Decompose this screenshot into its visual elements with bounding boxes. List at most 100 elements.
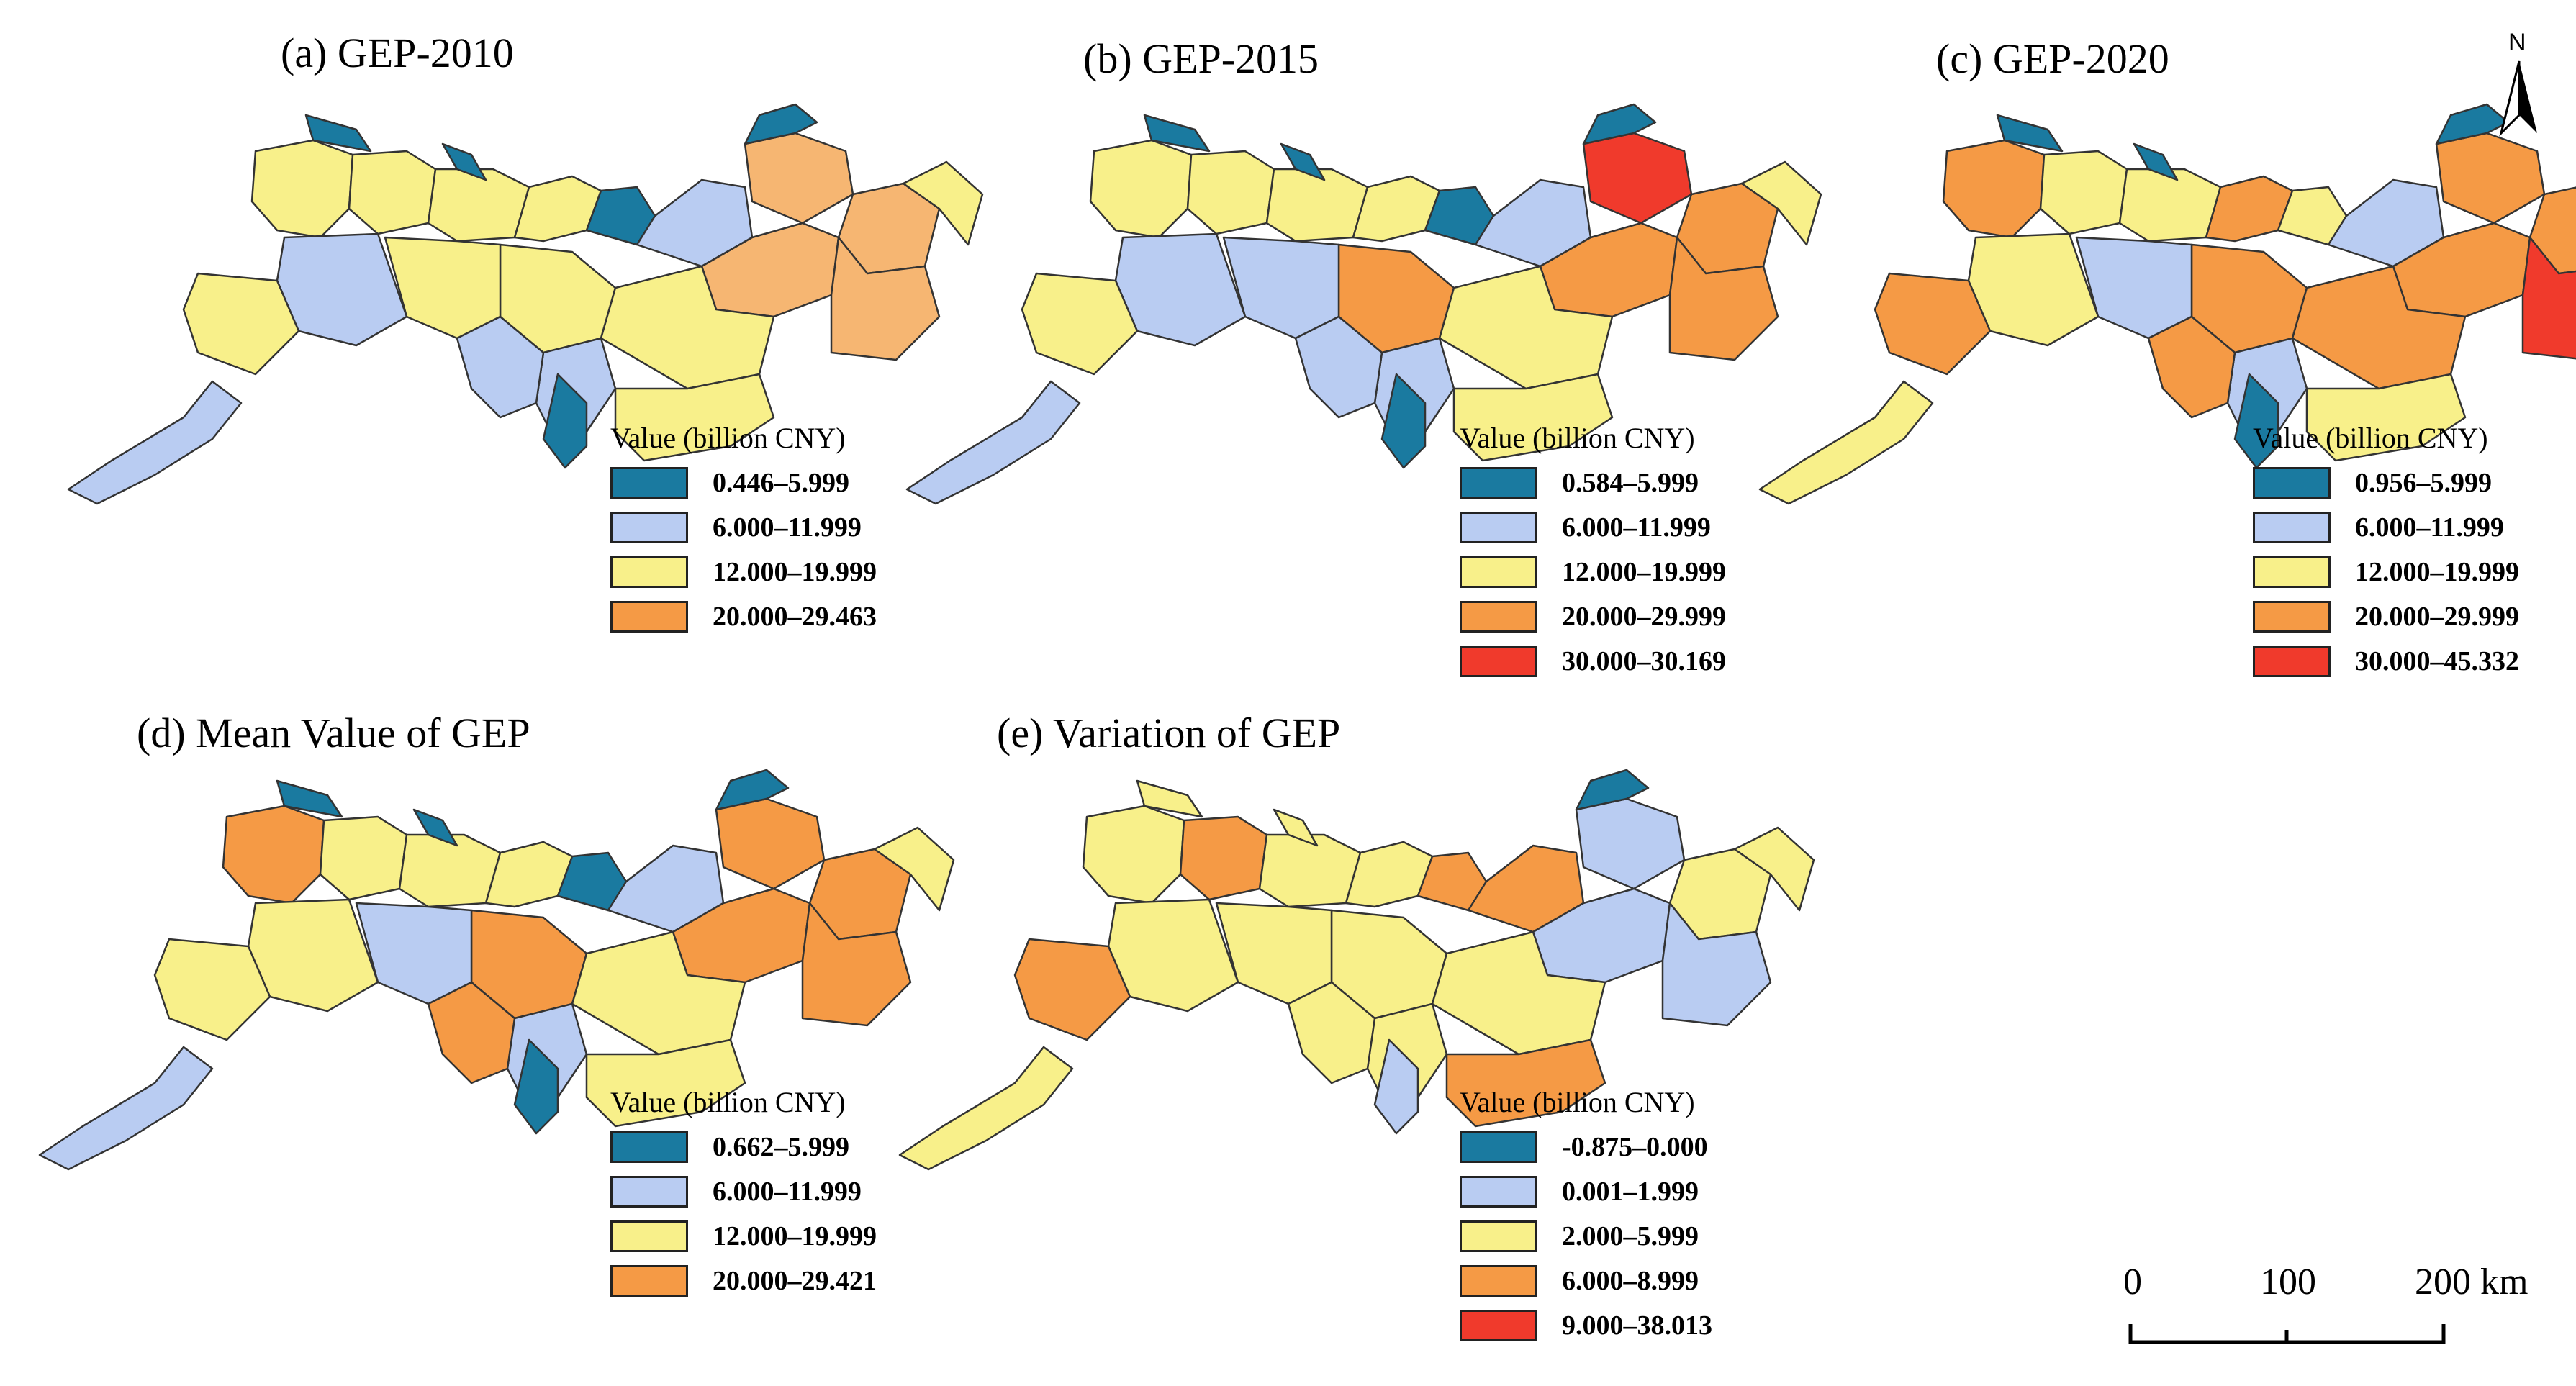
map-region-r16: [1021, 272, 1139, 376]
legend-swatch: [1460, 512, 1537, 543]
map-region-r21: [1136, 779, 1203, 818]
map-region-r11: [801, 902, 912, 1027]
map-region-r23: [2233, 373, 2279, 469]
north-arrow-label: N: [2508, 29, 2526, 56]
map-region-r3: [398, 833, 502, 908]
map-region-r11: [1661, 902, 1772, 1027]
legend-label: 0.584–5.999: [1562, 468, 1699, 498]
legend-label: 20.000–29.999: [2355, 602, 2519, 632]
map-panel-d: [38, 769, 955, 1171]
map-region-r7: [715, 797, 826, 890]
map-region-r9: [1740, 160, 1822, 246]
map-region-r22: [1273, 808, 1319, 847]
panel-c-title: (c) GEP-2020: [1936, 35, 2169, 82]
map-region-r14: [1222, 236, 1340, 340]
map-region-r2: [1179, 815, 1268, 901]
map-region-r24: [1758, 380, 1934, 505]
legend-label: 12.000–19.999: [713, 557, 877, 587]
map-region-r1: [222, 805, 325, 905]
map-region-r3: [2118, 168, 2222, 243]
map-region-r23: [542, 373, 588, 469]
legend-e-rows: -0.875–0.000 0.001–1.999 2.000–5.999 6.000–…: [1460, 1125, 1712, 1348]
legend-swatch: [1460, 646, 1537, 677]
map-region-r23: [1373, 1038, 1419, 1135]
north-arrow-icon: [2499, 60, 2537, 137]
scale-label-100: 100: [2260, 1262, 2316, 1303]
map-region-r11: [830, 236, 941, 361]
legend-row: 30.000–30.169: [1460, 639, 1726, 684]
legend-label: 20.000–29.463: [713, 602, 877, 632]
legend-row: 6.000–11.999: [2253, 505, 2519, 550]
map-region-r18: [2305, 373, 2467, 462]
legend-label: 0.662–5.999: [713, 1132, 849, 1162]
map-region-r1: [1082, 805, 1185, 905]
scale-bar: [2128, 1324, 2446, 1344]
map-region-r20: [2435, 103, 2510, 145]
map-region-r19: [2147, 315, 2236, 419]
legend-label: -0.875–0.000: [1562, 1132, 1708, 1162]
legend-swatch: [1460, 1131, 1537, 1163]
map-region-r20: [715, 769, 790, 811]
legend-c-rows: 0.956–5.999 6.000–11.999 12.000–19.999 20.0…: [2253, 461, 2519, 684]
map-panel-b: [905, 103, 1822, 505]
map-region-r18: [585, 1038, 746, 1128]
legend-b: Value (billion CNY) 0.584–5.999 6.000–11.…: [1460, 421, 1726, 684]
map-region-r18: [1445, 1038, 1606, 1128]
map-region-r23: [1380, 373, 1427, 469]
map-region-r7: [1582, 132, 1693, 225]
legend-b-title: Value (billion CNY): [1460, 422, 1695, 454]
legend-label: 6.000–11.999: [713, 512, 862, 543]
map-region-r14: [1215, 902, 1333, 1005]
legend-swatch: [610, 467, 688, 499]
map-region-r11: [1668, 236, 1779, 361]
legend-swatch: [610, 1131, 688, 1163]
map-region-r13: [1431, 930, 1606, 1056]
legend-label: 6.000–11.999: [713, 1177, 862, 1207]
panel-d-title: (d) Mean Value of GEP: [137, 710, 530, 756]
map-region-r7: [2435, 132, 2546, 225]
map-region-r19: [1294, 315, 1383, 419]
map-region-r11: [2521, 236, 2576, 360]
legend-d: Value (billion CNY) 0.662–5.999 6.000–11.…: [610, 1085, 877, 1303]
map-region-r3: [1265, 168, 1369, 243]
legend-a-title: Value (billion CNY): [610, 422, 846, 454]
map-region-r21: [1996, 114, 2064, 153]
legend-d-rows: 0.662–5.999 6.000–11.999 12.000–19.999 20.0…: [610, 1125, 877, 1303]
map-region-r2: [2039, 150, 2128, 235]
map-panel-a: [67, 103, 984, 505]
legend-swatch: [610, 601, 688, 633]
map-region-r3: [1258, 833, 1362, 908]
map-region-r16: [1874, 272, 1992, 376]
map-region-r9: [902, 160, 984, 246]
legend-row: -0.875–0.000: [1460, 1125, 1712, 1169]
legend-label: 0.956–5.999: [2355, 468, 2492, 498]
legend-row: 12.000–19.999: [610, 550, 877, 594]
legend-swatch: [1460, 1265, 1537, 1297]
map-region-r19: [427, 981, 516, 1084]
map-region-r3: [427, 168, 530, 243]
map-region-r14: [384, 236, 502, 340]
legend-swatch: [2253, 556, 2331, 588]
map-region-r18: [614, 373, 775, 462]
legend-swatch: [1460, 467, 1537, 499]
legend-label: 20.000–29.999: [1562, 602, 1726, 632]
legend-swatch: [2253, 512, 2331, 543]
legend-swatch: [2253, 467, 2331, 499]
map-region-r21: [1143, 114, 1211, 153]
legend-swatch: [610, 1220, 688, 1252]
map-region-r24: [905, 380, 1081, 505]
map-region-r22: [1280, 142, 1326, 181]
map-region-r9: [873, 826, 955, 912]
map-region-r7: [744, 132, 854, 225]
legend-swatch: [1460, 1176, 1537, 1208]
map-region-r19: [456, 315, 545, 419]
legend-label: 9.000–38.013: [1562, 1310, 1712, 1341]
legend-label: 6.000–8.999: [1562, 1266, 1699, 1296]
scale-label-200: 200 km: [2415, 1262, 2528, 1303]
panel-e-title: (e) Variation of GEP: [997, 710, 1341, 756]
map-region-r7: [1575, 797, 1686, 890]
legend-e: Value (billion CNY) -0.875–0.000 0.001–1.…: [1460, 1085, 1712, 1348]
map-region-r24: [67, 380, 243, 505]
map-region-r20: [1575, 769, 1650, 811]
legend-row: 30.000–45.332: [2253, 639, 2519, 684]
